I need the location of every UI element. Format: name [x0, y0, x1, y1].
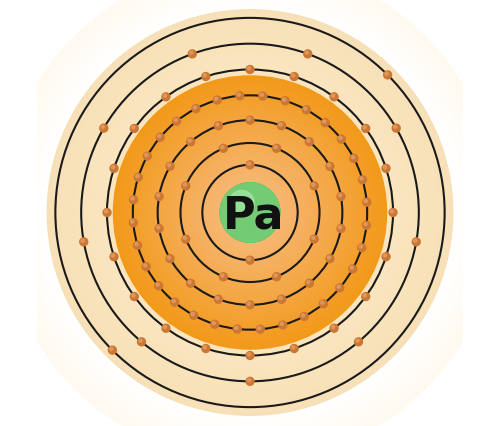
Circle shape: [167, 130, 333, 296]
Circle shape: [227, 190, 273, 236]
Text: Pa: Pa: [223, 195, 284, 237]
Circle shape: [194, 106, 196, 110]
Circle shape: [363, 294, 366, 297]
Circle shape: [144, 153, 151, 161]
Circle shape: [80, 44, 419, 382]
Circle shape: [248, 379, 250, 382]
Circle shape: [146, 110, 354, 316]
Circle shape: [16, 0, 484, 426]
Circle shape: [112, 254, 114, 257]
Circle shape: [148, 112, 352, 314]
Circle shape: [136, 100, 364, 326]
Circle shape: [394, 126, 397, 129]
Circle shape: [135, 243, 138, 246]
Circle shape: [192, 155, 308, 271]
Circle shape: [136, 175, 139, 178]
Circle shape: [110, 253, 118, 261]
Circle shape: [208, 172, 292, 254]
Circle shape: [191, 313, 194, 316]
Circle shape: [229, 191, 254, 216]
Circle shape: [165, 128, 335, 298]
Circle shape: [312, 184, 315, 187]
Circle shape: [122, 85, 378, 341]
Circle shape: [156, 226, 160, 229]
Circle shape: [155, 118, 345, 308]
Circle shape: [108, 71, 393, 355]
Circle shape: [290, 345, 298, 353]
Circle shape: [216, 124, 219, 127]
Circle shape: [162, 325, 170, 332]
Circle shape: [183, 184, 186, 187]
Circle shape: [18, 0, 481, 426]
Circle shape: [214, 122, 222, 130]
Circle shape: [390, 210, 394, 213]
Circle shape: [234, 196, 266, 230]
Circle shape: [356, 339, 359, 343]
Circle shape: [52, 15, 448, 411]
Circle shape: [216, 297, 219, 300]
Circle shape: [8, 0, 492, 426]
Circle shape: [198, 161, 302, 265]
Circle shape: [204, 167, 296, 259]
Circle shape: [60, 23, 440, 403]
Circle shape: [182, 145, 318, 281]
Circle shape: [307, 140, 310, 143]
Circle shape: [163, 127, 337, 299]
Circle shape: [328, 256, 330, 259]
Circle shape: [126, 89, 374, 337]
Circle shape: [41, 5, 459, 421]
Circle shape: [20, 0, 479, 426]
Circle shape: [363, 199, 370, 207]
Circle shape: [48, 11, 452, 415]
Circle shape: [362, 125, 370, 133]
Circle shape: [30, 0, 469, 426]
Circle shape: [155, 225, 163, 233]
Circle shape: [219, 182, 281, 244]
Circle shape: [130, 125, 138, 133]
Circle shape: [258, 327, 261, 330]
Circle shape: [142, 263, 150, 271]
Circle shape: [176, 139, 324, 287]
Circle shape: [186, 149, 314, 277]
Circle shape: [110, 165, 118, 173]
Circle shape: [76, 40, 424, 386]
Circle shape: [212, 322, 216, 325]
Circle shape: [157, 120, 343, 306]
Circle shape: [384, 166, 386, 169]
Circle shape: [338, 136, 345, 144]
Circle shape: [28, 0, 471, 426]
Circle shape: [26, 0, 473, 426]
Circle shape: [362, 222, 370, 230]
Circle shape: [246, 256, 254, 265]
Circle shape: [86, 50, 413, 376]
Circle shape: [202, 345, 210, 353]
Circle shape: [246, 352, 254, 360]
Circle shape: [321, 301, 324, 305]
Circle shape: [359, 245, 362, 248]
Circle shape: [349, 265, 356, 273]
Circle shape: [184, 147, 316, 279]
Circle shape: [130, 220, 134, 224]
Circle shape: [337, 193, 345, 201]
Circle shape: [248, 258, 250, 261]
Circle shape: [220, 183, 280, 243]
Circle shape: [97, 60, 403, 366]
Circle shape: [70, 33, 430, 393]
Circle shape: [246, 66, 254, 74]
Circle shape: [153, 116, 347, 310]
Circle shape: [244, 207, 256, 219]
Circle shape: [134, 98, 366, 328]
Circle shape: [156, 194, 160, 197]
Circle shape: [282, 99, 286, 102]
Circle shape: [259, 93, 266, 101]
Circle shape: [139, 339, 142, 343]
Circle shape: [203, 346, 206, 349]
Circle shape: [33, 0, 467, 426]
Circle shape: [211, 320, 218, 328]
Circle shape: [188, 281, 191, 284]
Circle shape: [82, 46, 417, 380]
Circle shape: [220, 145, 228, 153]
Circle shape: [130, 196, 138, 204]
Circle shape: [134, 174, 142, 182]
